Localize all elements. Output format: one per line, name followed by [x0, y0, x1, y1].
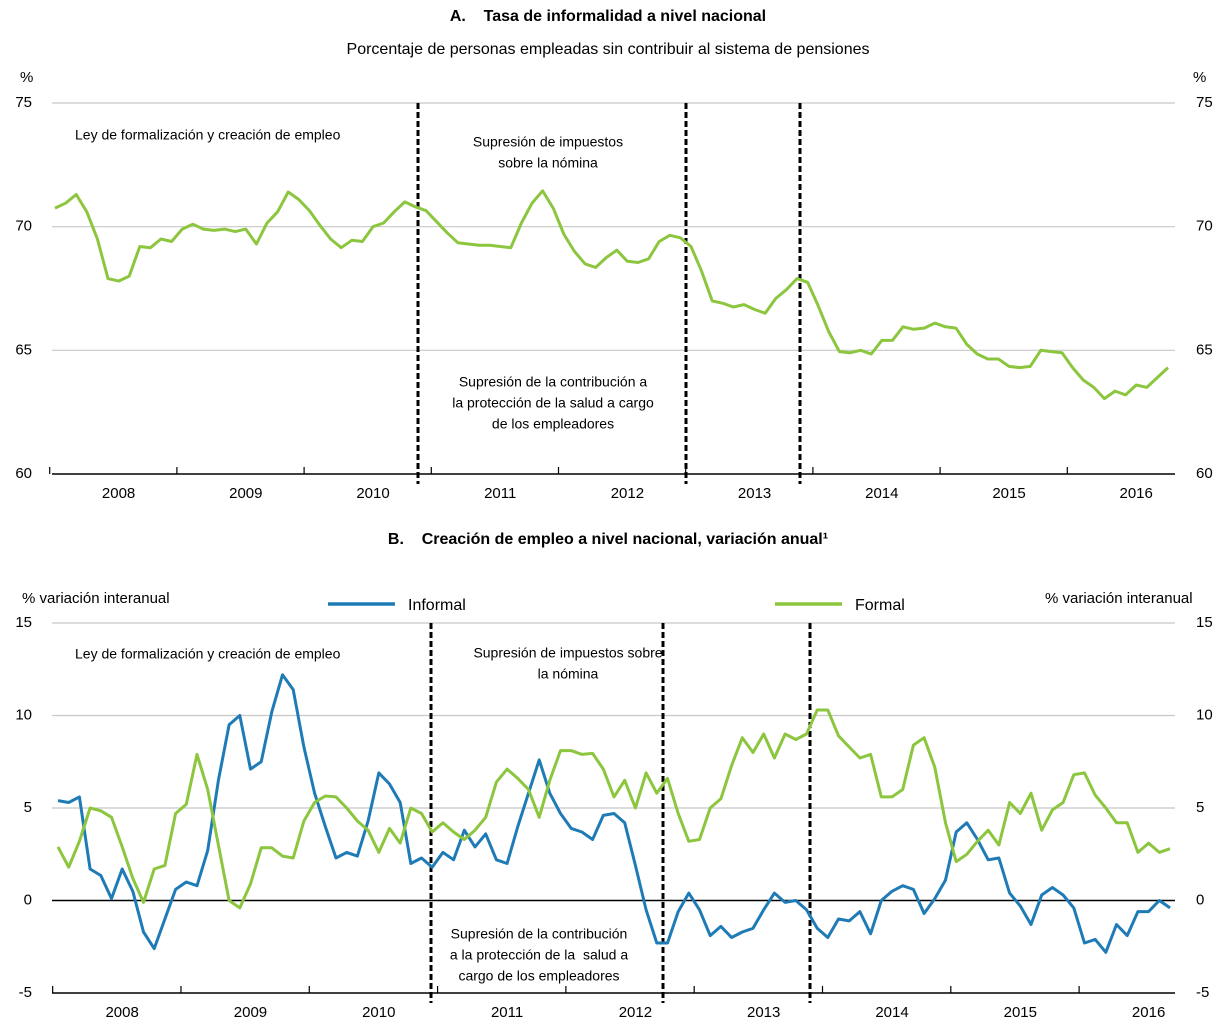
y-tick-label: 15 [15, 614, 32, 631]
y2-axis-label: % [1193, 69, 1206, 86]
x-tick-label: 2008 [105, 1004, 138, 1021]
y2-tick-label: 0 [1196, 891, 1204, 908]
x-tick-label: 2010 [356, 485, 389, 502]
x-tick-label: 2014 [875, 1004, 908, 1021]
x-tick-label: 2013 [747, 1004, 780, 1021]
x-tick-label: 2011 [484, 485, 516, 502]
y-axis-label: % variación interanual [22, 590, 170, 607]
annotation: de los empleadores [492, 416, 614, 432]
annotation: la nómina [538, 666, 599, 682]
annotation: Supresión de impuestos sobre [473, 645, 662, 661]
y2-tick-label: 70 [1196, 218, 1213, 235]
x-tick-label: 2015 [1004, 1004, 1037, 1021]
x-tick-label: 2016 [1132, 1004, 1165, 1021]
annotation: cargo de los empleadores [458, 968, 619, 984]
y2-tick-label: 65 [1196, 341, 1213, 358]
legend-label: Informal [408, 597, 466, 614]
chart-title: A. Tasa de informalidad a nivel nacional [450, 8, 766, 25]
chart-title: B. Creación de empleo a nivel nacional, … [388, 531, 828, 548]
y-tick-label: 60 [15, 465, 32, 482]
y-tick-label: 65 [15, 341, 32, 358]
x-tick-label: 2009 [229, 485, 262, 502]
y-tick-label: 10 [15, 706, 32, 723]
y2-tick-label: 10 [1196, 706, 1213, 723]
annotation: Supresión de la contribución [451, 926, 628, 942]
data-line [54, 189, 1170, 401]
y2-tick-label: 60 [1196, 465, 1213, 482]
y2-tick-label: 75 [1196, 94, 1213, 111]
legend-label: Formal [855, 597, 905, 614]
data-line [57, 673, 1171, 954]
x-tick-label: 2008 [102, 485, 135, 502]
annotation: Ley de formalización y creación de emple… [75, 646, 341, 662]
y-tick-label: 0 [24, 891, 32, 908]
y-axis-label: % [20, 69, 33, 86]
x-tick-label: 2014 [865, 485, 898, 502]
annotation: sobre la nómina [498, 155, 598, 171]
y-tick-label: 75 [15, 94, 32, 111]
x-tick-label: 2011 [491, 1004, 523, 1021]
y2-tick-label: 15 [1196, 614, 1213, 631]
x-tick-label: 2015 [992, 485, 1025, 502]
x-tick-label: 2013 [738, 485, 771, 502]
y2-tick-label: 5 [1196, 799, 1204, 816]
x-tick-label: 2009 [234, 1004, 267, 1021]
annotation: Ley de formalización y creación de emple… [75, 127, 341, 143]
annotation: Supresión de impuestos [473, 134, 623, 150]
x-tick-label: 2010 [362, 1004, 395, 1021]
x-tick-label: 2012 [611, 485, 644, 502]
annotation: Supresión de la contribución a [459, 374, 648, 390]
x-tick-label: 2016 [1120, 485, 1153, 502]
annotation: la protección de la salud a cargo [452, 395, 654, 411]
data-line [56, 708, 1171, 910]
y-tick-label: 70 [15, 218, 32, 235]
chart-subtitle: Porcentaje de personas empleadas sin con… [347, 41, 870, 58]
annotation: a la protección de la salud a [450, 947, 628, 963]
y-tick-label: 5 [24, 799, 32, 816]
x-tick-label: 2012 [619, 1004, 652, 1021]
y2-tick-label: -5 [1196, 984, 1209, 1001]
y2-axis-label: % variación interanual [1045, 590, 1193, 607]
y-tick-label: -5 [19, 984, 32, 1001]
